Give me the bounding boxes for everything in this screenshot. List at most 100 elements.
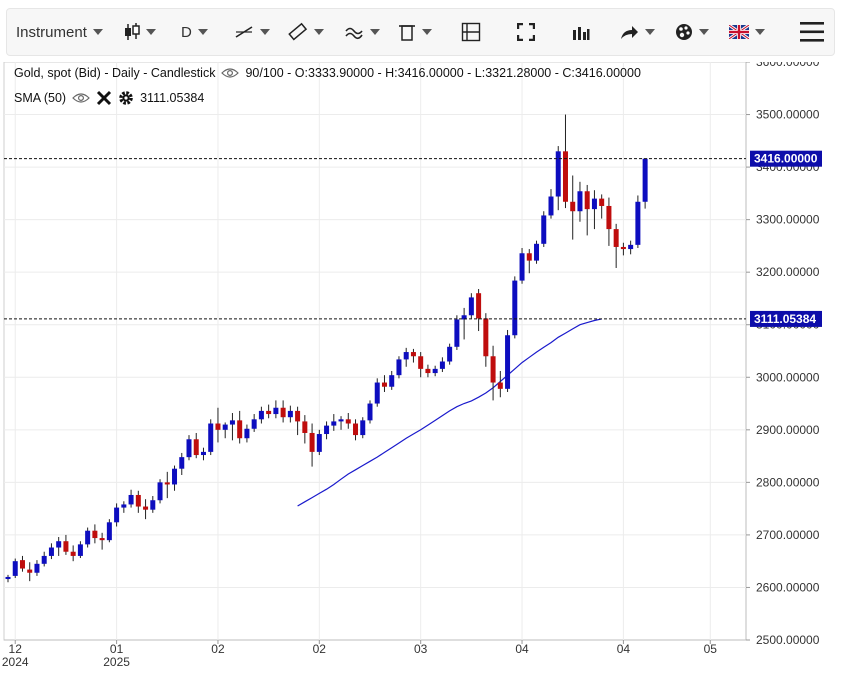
theme-button[interactable] — [675, 9, 709, 55]
last-price-label: 3416.00000 — [754, 152, 818, 166]
time-tick-year-label: 2024 — [2, 655, 29, 669]
measure-tool-button[interactable] — [288, 9, 324, 55]
candle-up — [403, 347, 409, 367]
period-selector[interactable]: D — [181, 9, 208, 55]
candle-body — [41, 555, 47, 564]
candle-up — [172, 465, 178, 491]
candle-body — [229, 420, 235, 425]
price-tick-label: 2900.00000 — [756, 423, 820, 437]
toolbar: Instrument D — [0, 0, 841, 62]
close-icon[interactable] — [96, 90, 112, 106]
candle-up — [157, 479, 163, 504]
candle-up — [12, 558, 18, 578]
price-tick-label: 2500.00000 — [756, 633, 820, 647]
candle-down — [425, 364, 431, 378]
candle-up — [222, 422, 228, 439]
candlestick-type-icon — [125, 23, 140, 40]
candle-up — [439, 357, 445, 373]
chevron-down-icon — [645, 29, 655, 35]
candle-up — [468, 293, 474, 319]
candle-body — [468, 297, 474, 316]
candle-body — [403, 352, 409, 360]
drawing-tools-button[interactable] — [234, 9, 270, 55]
candle-up — [367, 400, 373, 424]
chart-area[interactable]: 2500.00000 2600.00000 2700.00000 2800.00000… — [0, 55, 841, 674]
candle-up — [56, 537, 62, 556]
share-button[interactable] — [619, 9, 655, 55]
candle-up — [186, 435, 192, 461]
eye-icon[interactable] — [72, 92, 90, 104]
candle-body — [179, 457, 185, 469]
price-tick-label: 2700.00000 — [756, 528, 820, 542]
sma-label: SMA (50) — [14, 91, 67, 105]
candle-body — [316, 434, 322, 452]
eye-icon[interactable] — [221, 67, 240, 79]
sma-current-label: 3111.05384 — [754, 312, 816, 326]
candle-body — [555, 151, 561, 197]
fullscreen-icon — [517, 23, 535, 41]
chevron-down-icon — [92, 29, 103, 35]
ruler-icon — [288, 22, 308, 41]
candle-up — [48, 543, 54, 560]
candle-up — [461, 307, 467, 340]
candle-up — [512, 276, 518, 339]
language-button[interactable] — [729, 9, 765, 55]
grid-lines — [3, 61, 747, 641]
candle-down — [193, 432, 199, 459]
instrument-label: Instrument — [16, 23, 87, 41]
price-tick-label: 3600.00000 — [756, 62, 820, 69]
time-tick-label: 03 — [414, 642, 428, 656]
candle-up — [200, 447, 206, 461]
chart-type-selector[interactable] — [124, 9, 156, 55]
candle-up — [179, 452, 185, 476]
fullscreen-button[interactable] — [517, 9, 535, 55]
candle-down — [526, 249, 532, 274]
candle-body — [497, 382, 503, 389]
candle-body — [121, 504, 127, 508]
candle-up — [534, 240, 540, 264]
candle-up — [287, 405, 293, 423]
price-chart[interactable]: 2500.00000 2600.00000 2700.00000 2800.00000… — [0, 55, 841, 674]
share-icon — [621, 26, 638, 39]
candle-body — [63, 541, 69, 552]
candle-up — [548, 189, 554, 219]
trash-icon — [399, 25, 415, 41]
candle-up — [577, 181, 583, 222]
indicators-button[interactable] — [344, 9, 380, 55]
time-tick-year-label: 2025 — [103, 655, 130, 669]
candle-body — [620, 246, 626, 250]
chevron-down-icon — [422, 29, 432, 35]
candle-up — [251, 414, 257, 432]
candle-body — [172, 468, 178, 485]
instrument-selector[interactable]: Instrument — [16, 9, 103, 55]
candle-body — [143, 506, 149, 510]
layout-button[interactable] — [461, 9, 481, 55]
candle-body — [548, 196, 554, 216]
price-tick-label: 3000.00000 — [756, 370, 820, 384]
candle-body — [56, 541, 62, 548]
candle-body — [519, 253, 525, 281]
candle-body — [461, 315, 467, 320]
candle-down — [237, 410, 243, 444]
candle-up — [628, 240, 634, 255]
candle-body — [331, 421, 337, 426]
candle-down — [295, 406, 301, 436]
menu-button[interactable] — [800, 9, 824, 55]
candle-body — [490, 356, 496, 383]
candle-up — [77, 541, 83, 559]
candle-body — [12, 561, 18, 576]
volume-button[interactable] — [572, 9, 590, 55]
gear-icon[interactable] — [118, 90, 134, 106]
candle-down — [164, 471, 170, 499]
delete-drawings-button[interactable] — [398, 9, 432, 55]
candle-body — [34, 563, 40, 573]
candle-up — [85, 527, 91, 548]
candle-body — [476, 293, 482, 319]
candle-body — [642, 158, 648, 202]
candle-body — [208, 423, 214, 452]
candle-down — [63, 534, 69, 555]
candle-up — [432, 365, 438, 377]
candle-down — [410, 348, 416, 363]
price-markers: 3416.00000 3111.05384 — [4, 150, 822, 327]
candle-up — [642, 158, 648, 209]
